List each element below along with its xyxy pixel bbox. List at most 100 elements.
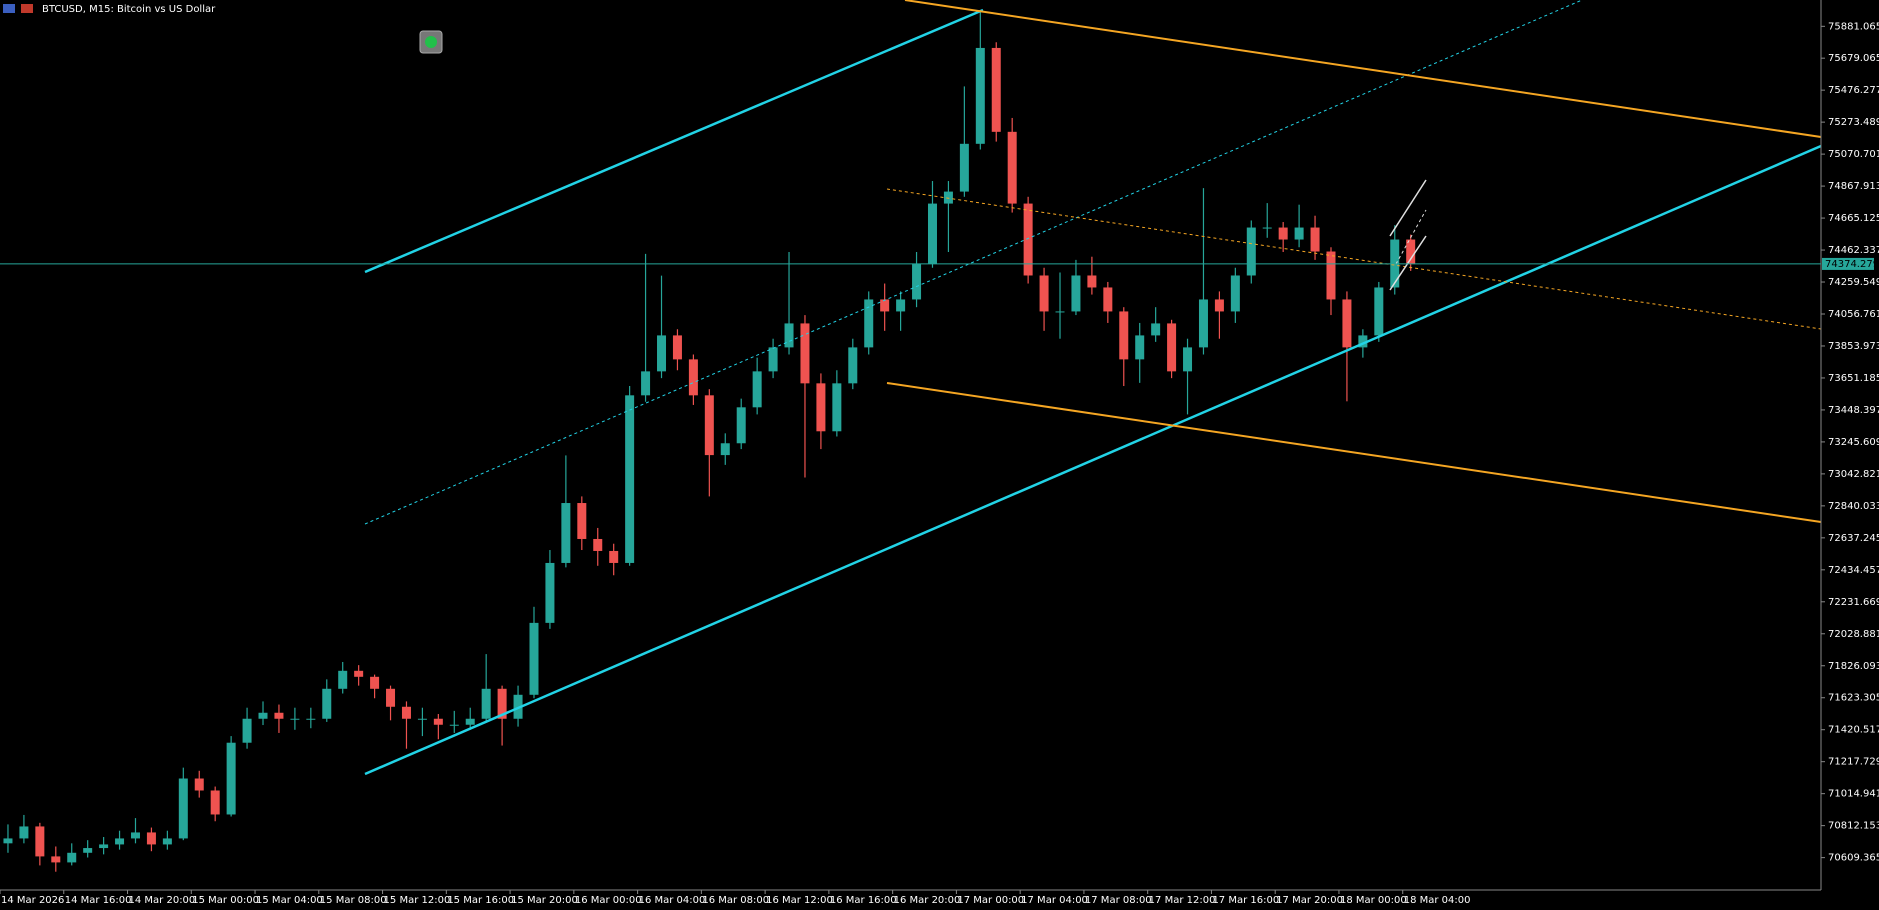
mini-channel bbox=[1389, 235, 1427, 291]
candle-body bbox=[880, 299, 890, 312]
candle-body bbox=[848, 347, 858, 384]
candle-body bbox=[864, 299, 874, 348]
y-tick-label: 74462.337 bbox=[1828, 245, 1879, 256]
candle-body bbox=[1023, 203, 1033, 276]
x-tick-label: 16 Mar 00:00 bbox=[575, 895, 642, 906]
candle-body bbox=[386, 688, 396, 707]
candle-body bbox=[1278, 227, 1288, 240]
candle-body bbox=[449, 724, 459, 726]
y-tick-label: 75679.065 bbox=[1828, 53, 1879, 64]
y-tick-label: 74665.125 bbox=[1828, 213, 1879, 224]
x-tick-label: 17 Mar 20:00 bbox=[1276, 895, 1343, 906]
y-tick-label: 75476.277 bbox=[1828, 85, 1879, 96]
y-tick-label: 75273.489 bbox=[1828, 117, 1879, 128]
candle-body bbox=[226, 742, 236, 815]
candle-body bbox=[99, 844, 109, 849]
channel-midline bbox=[364, 0, 1583, 525]
candle-body bbox=[274, 712, 284, 719]
x-tick-label: 16 Mar 12:00 bbox=[766, 895, 833, 906]
candle-body bbox=[370, 676, 380, 689]
candle-body bbox=[242, 718, 252, 743]
candle-body bbox=[162, 838, 172, 845]
candle-body bbox=[529, 622, 539, 695]
candle-body bbox=[67, 852, 77, 863]
candle-body bbox=[1183, 347, 1193, 372]
x-tick-label: 17 Mar 16:00 bbox=[1212, 895, 1279, 906]
candle-body bbox=[1406, 239, 1416, 264]
candle-body bbox=[1374, 287, 1384, 336]
candle-body bbox=[1007, 131, 1017, 204]
candle-body bbox=[577, 503, 587, 539]
y-tick-label: 71420.517 bbox=[1828, 725, 1879, 736]
candle-body bbox=[1151, 323, 1161, 336]
mini-channel bbox=[1395, 209, 1427, 265]
candle-body bbox=[210, 790, 220, 815]
candle-body bbox=[1167, 323, 1177, 372]
candle-body bbox=[959, 143, 969, 192]
candle-body bbox=[1039, 275, 1049, 312]
x-tick-label: 15 Mar 04:00 bbox=[256, 895, 323, 906]
candle-body bbox=[290, 718, 300, 720]
candle-body bbox=[784, 323, 794, 348]
y-tick-label: 72637.245 bbox=[1828, 533, 1879, 544]
x-tick-label: 17 Mar 04:00 bbox=[1021, 895, 1088, 906]
candle-body bbox=[609, 550, 619, 563]
y-tick-label: 74259.549 bbox=[1828, 277, 1879, 288]
candle-body bbox=[481, 688, 491, 719]
y-tick-label: 75881.065 bbox=[1828, 21, 1879, 32]
y-tick-label: 73651.185 bbox=[1828, 373, 1879, 384]
x-tick-label: 16 Mar 08:00 bbox=[702, 895, 769, 906]
candle-body bbox=[338, 670, 348, 689]
y-tick-label: 74056.761 bbox=[1828, 309, 1879, 320]
y-tick-label: 73245.609 bbox=[1828, 437, 1879, 448]
candle-body bbox=[1310, 227, 1320, 252]
candles bbox=[3, 11, 1416, 872]
x-tick-label: 18 Mar 00:00 bbox=[1340, 895, 1407, 906]
x-tick-label: 16 Mar 16:00 bbox=[830, 895, 897, 906]
x-tick-label: 14 Mar 16:00 bbox=[65, 895, 132, 906]
channel-midline bbox=[886, 188, 1822, 330]
candle-body bbox=[19, 826, 29, 839]
candle-body bbox=[1103, 287, 1113, 312]
candle-body bbox=[1055, 311, 1065, 313]
channel-line bbox=[364, 144, 1822, 776]
x-tick-label: 14 Mar 2026 bbox=[1, 895, 64, 906]
candle-body bbox=[497, 688, 507, 719]
y-tick-label: 71217.729 bbox=[1828, 757, 1879, 768]
candle-body bbox=[752, 371, 762, 408]
x-tick-label: 14 Mar 20:00 bbox=[129, 895, 196, 906]
candle-body bbox=[625, 395, 635, 563]
channel-line bbox=[886, 382, 1822, 523]
candle-body bbox=[1358, 335, 1368, 348]
candle-body bbox=[943, 191, 953, 204]
candle-body bbox=[704, 395, 714, 456]
candle-body bbox=[688, 359, 698, 396]
candle-body bbox=[927, 203, 937, 264]
candle-body bbox=[322, 688, 332, 719]
x-tick-label: 18 Mar 04:00 bbox=[1404, 895, 1471, 906]
x-tick-label: 15 Mar 20:00 bbox=[511, 895, 578, 906]
candle-body bbox=[832, 383, 842, 432]
algo-indicator bbox=[425, 36, 437, 48]
price-label-box bbox=[1822, 257, 1874, 270]
y-tick-label: 74867.913 bbox=[1828, 181, 1879, 192]
candle-body bbox=[545, 562, 555, 623]
chart-title: BTCUSD, M15: Bitcoin vs US Dollar bbox=[42, 4, 216, 15]
x-tick-label: 16 Mar 04:00 bbox=[639, 895, 706, 906]
candle-body bbox=[1119, 311, 1129, 360]
candle-body bbox=[83, 848, 93, 853]
candle-body bbox=[35, 826, 45, 857]
y-tick-label: 72840.033 bbox=[1828, 501, 1879, 512]
candle-body bbox=[465, 718, 475, 725]
candle-body bbox=[816, 383, 826, 432]
candle-body bbox=[1230, 275, 1240, 312]
drawings bbox=[364, 0, 1822, 776]
x-tick-label: 15 Mar 16:00 bbox=[447, 895, 514, 906]
candle-body bbox=[1294, 227, 1304, 240]
candle-body bbox=[1246, 227, 1256, 276]
y-tick-label: 70812.153 bbox=[1828, 821, 1879, 832]
x-tick-label: 17 Mar 08:00 bbox=[1085, 895, 1152, 906]
candle-body bbox=[354, 670, 364, 677]
candle-body bbox=[1135, 335, 1145, 360]
